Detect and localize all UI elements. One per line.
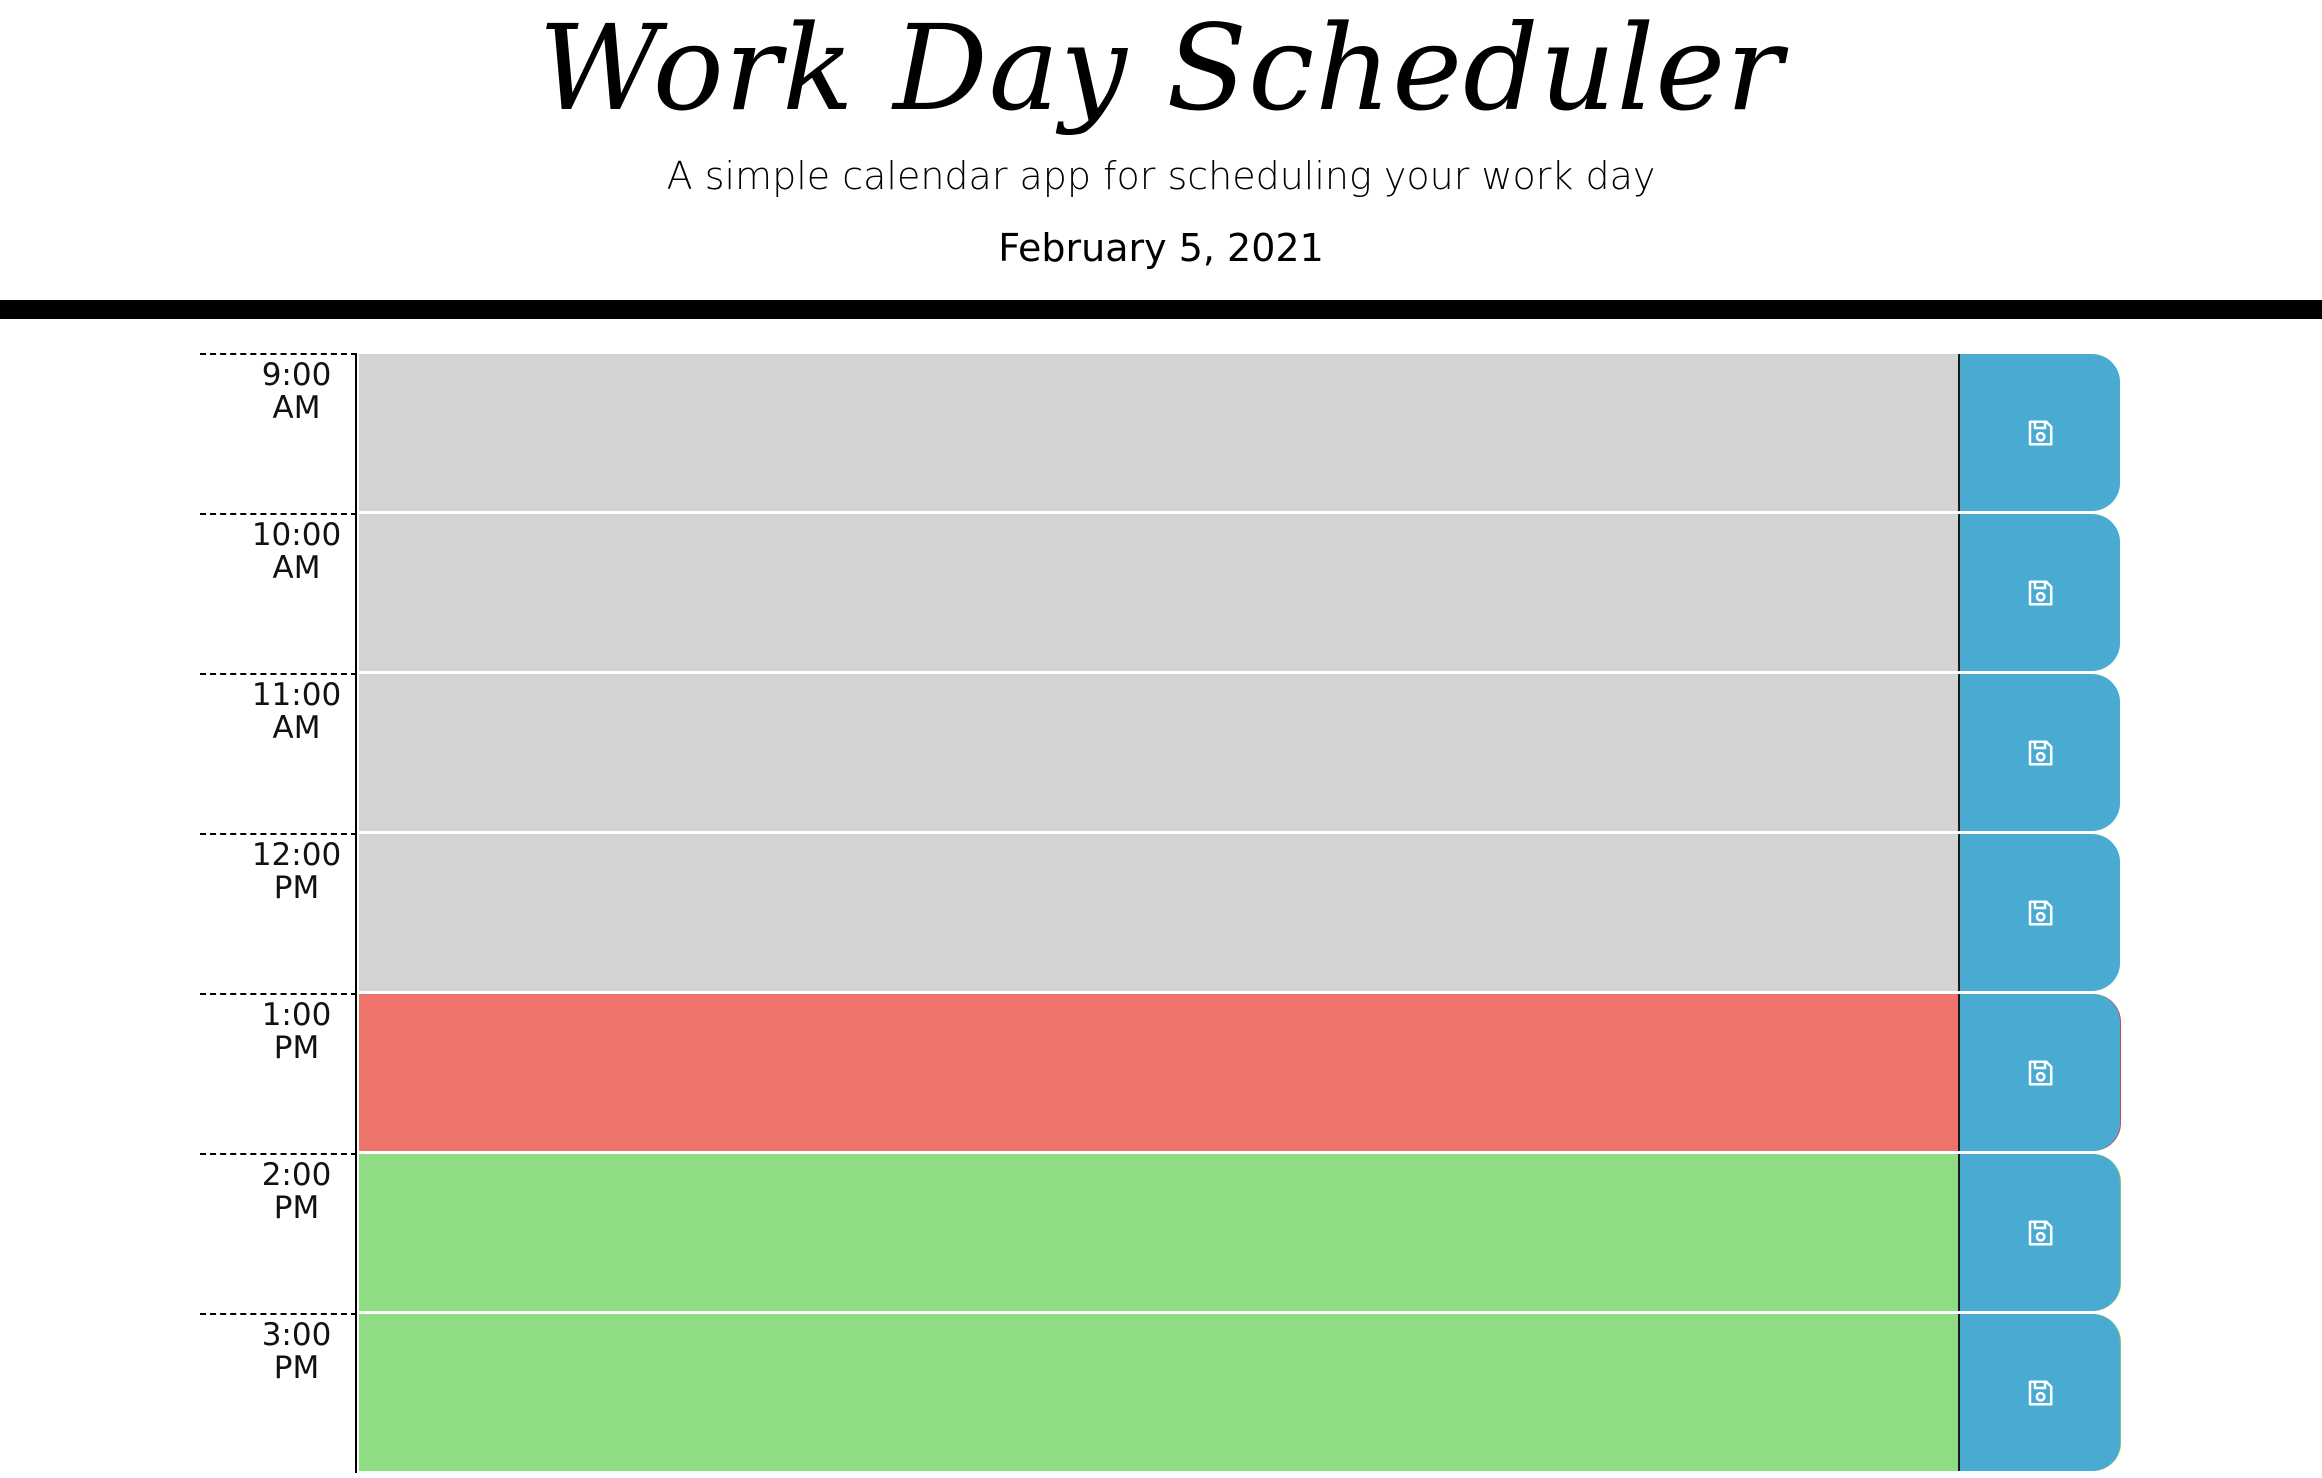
time-block-11am: 11:00 AM [0,673,2322,833]
save-button[interactable] [1958,1314,2120,1471]
hour-time: 11:00 [251,677,342,713]
floppy-disk-save-icon [2028,740,2053,765]
header: Work Day Scheduler A simple calendar app… [0,0,2322,300]
hour-period: PM [273,870,320,906]
hour-time: 9:00 [261,357,332,393]
hour-label: 2:00 PM [200,1153,357,1313]
hour-period: AM [272,390,321,426]
event-textarea[interactable] [359,673,1959,832]
save-button[interactable] [1958,1154,2120,1311]
event-textarea[interactable] [359,1313,1959,1472]
time-block-9am: 9:00 AM [0,353,2322,513]
time-block-3pm: 3:00 PM [0,1313,2322,1473]
event-textarea[interactable] [359,513,1959,672]
save-button[interactable] [1958,994,2120,1151]
hour-time: 1:00 [261,997,332,1033]
hour-period: AM [272,710,321,746]
save-button[interactable] [1958,834,2120,991]
hour-time: 12:00 [251,837,342,873]
time-block-10am: 10:00 AM [0,513,2322,673]
save-button[interactable] [1958,674,2120,831]
floppy-disk-save-icon [2028,420,2053,445]
event-textarea[interactable] [359,833,1959,992]
floppy-disk-save-icon [2028,580,2053,605]
floppy-disk-save-icon [2028,1060,2053,1085]
hour-period: PM [273,1190,320,1226]
event-textarea[interactable] [359,993,1959,1152]
schedule-container: 9:00 AM 10:00 AM 11:00 AM 12:00 PM [0,353,2322,1473]
time-block-2pm: 2:00 PM [0,1153,2322,1313]
page-title: Work Day Scheduler [538,0,1784,137]
save-button[interactable] [1958,514,2120,671]
floppy-disk-save-icon [2028,1380,2053,1405]
time-block-12pm: 12:00 PM [0,833,2322,993]
event-textarea[interactable] [359,1153,1959,1312]
header-divider [0,300,2322,319]
save-button[interactable] [1958,354,2120,511]
hour-label: 9:00 AM [200,353,357,513]
hour-time: 3:00 [261,1317,332,1353]
hour-period: PM [273,1030,320,1066]
current-date: February 5, 2021 [998,226,1324,270]
time-block-1pm: 1:00 PM [0,993,2322,1153]
hour-period: PM [273,1350,320,1386]
page-subtitle: A simple calendar app for scheduling you… [666,154,1656,198]
hour-label: 10:00 AM [200,513,357,673]
hour-time: 10:00 [251,517,342,553]
hour-label: 12:00 PM [200,833,357,993]
hour-label: 11:00 AM [200,673,357,833]
hour-period: AM [272,550,321,586]
event-textarea[interactable] [359,353,1959,512]
hour-label: 3:00 PM [200,1313,357,1473]
floppy-disk-save-icon [2028,900,2053,925]
hour-label: 1:00 PM [200,993,357,1153]
hour-time: 2:00 [261,1157,332,1193]
floppy-disk-save-icon [2028,1220,2053,1245]
